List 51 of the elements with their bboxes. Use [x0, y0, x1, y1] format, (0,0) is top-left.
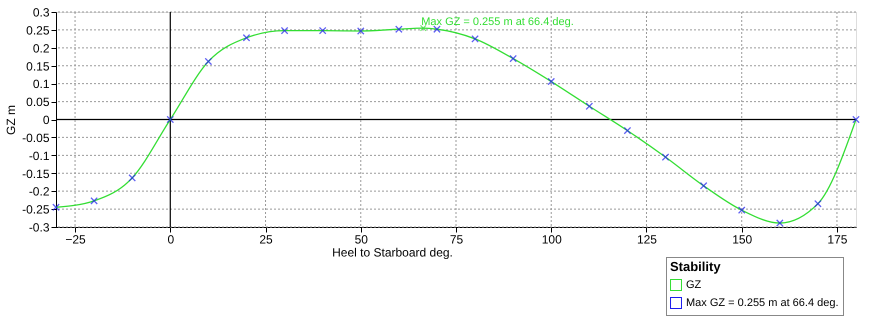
- x-tick-label: −25: [65, 232, 86, 246]
- point: [52, 203, 60, 212]
- point: [586, 102, 594, 110]
- y-tick-label: 0.15: [26, 59, 50, 74]
- x-tick-label: 0: [167, 232, 174, 246]
- point: [814, 200, 822, 208]
- point: [547, 78, 556, 86]
- legend-label: Max GZ = 0.255 m at 66.4 deg.: [686, 297, 839, 309]
- y-tick-label: -0.05: [22, 130, 50, 145]
- x-tick-label: 150: [732, 232, 753, 246]
- point: [128, 174, 136, 182]
- y-tick-label: -0.3: [28, 220, 50, 234]
- point: [471, 35, 479, 43]
- y-tick-label: 0.25: [26, 23, 50, 38]
- point: [738, 206, 746, 214]
- y-tick-label: 0.1: [32, 77, 50, 92]
- point: [356, 27, 365, 35]
- annotation: Max GZ = 0.255 m at 66.4 deg.: [421, 16, 574, 28]
- y-tick-label: 0.3: [32, 6, 50, 20]
- legend-label: GZ: [686, 279, 702, 291]
- point: [90, 197, 98, 205]
- x-tick-label: 75: [450, 232, 464, 246]
- y-tick-label: -0.15: [22, 166, 50, 181]
- x-tick-label: 25: [259, 232, 274, 246]
- y-axis-title: GZ m: [4, 105, 18, 135]
- x-axis-title: Heel to Starboard deg.: [332, 246, 453, 260]
- y-tick-label: -0.25: [22, 202, 50, 217]
- point: [700, 182, 708, 190]
- point: [662, 153, 670, 161]
- point: [280, 26, 288, 34]
- point: [852, 116, 860, 124]
- x-tick-label: 100: [542, 232, 562, 246]
- point: [776, 219, 784, 227]
- y-tick-label: 0.05: [26, 95, 50, 110]
- x-tick-label: 50: [354, 232, 368, 246]
- point: [395, 25, 403, 34]
- x-tick-label: 175: [827, 232, 848, 246]
- y-tick-label: 0.2: [32, 41, 50, 56]
- legend-title: Stability: [670, 259, 722, 274]
- point: [242, 34, 250, 42]
- point: [624, 126, 632, 134]
- y-tick-label: -0.1: [28, 148, 50, 163]
- point: [420, 24, 427, 32]
- y-tick-label: 0: [42, 113, 50, 127]
- x-tick-label: 125: [636, 232, 658, 246]
- y-tick-label: -0.2: [28, 184, 50, 199]
- point: [509, 54, 517, 62]
- point: [433, 25, 441, 34]
- point: [166, 116, 174, 124]
- point: [204, 58, 212, 66]
- point: [318, 26, 326, 34]
